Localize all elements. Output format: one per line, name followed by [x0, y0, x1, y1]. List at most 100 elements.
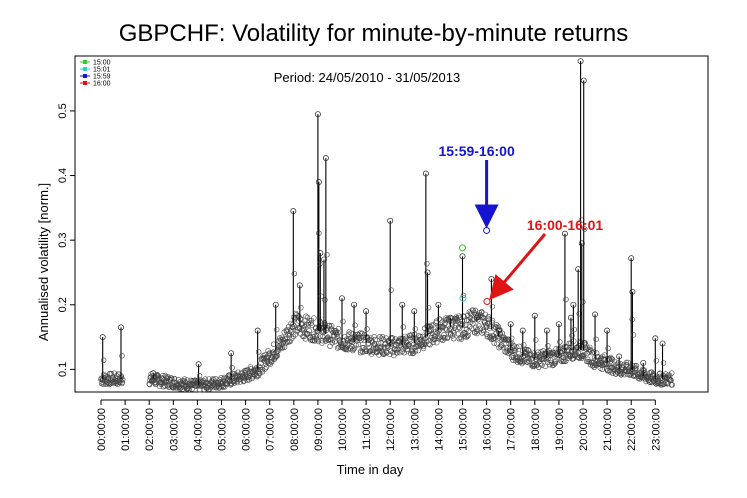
- legend-label: 15:01: [93, 67, 111, 74]
- spike-point: [616, 353, 623, 360]
- data-point: [312, 333, 318, 339]
- data-point: [548, 350, 554, 357]
- data-point: [196, 373, 203, 379]
- data-point: [241, 378, 247, 384]
- data-point: [335, 330, 341, 336]
- data-point: [467, 310, 474, 316]
- data-point: [523, 346, 530, 353]
- spike-point: [387, 217, 394, 224]
- x-tick-label: 03:00:00: [168, 408, 180, 451]
- x-tick-label: 06:00:00: [241, 408, 253, 451]
- x-tick-label: 13:00:00: [409, 408, 421, 451]
- data-point: [367, 348, 374, 355]
- data-point: [463, 322, 469, 329]
- spike-point: [570, 301, 577, 308]
- data-point: [627, 372, 633, 378]
- spike-point: [580, 77, 587, 84]
- data-point: [574, 344, 581, 350]
- data-point: [165, 381, 172, 388]
- data-point: [259, 369, 266, 375]
- data-point: [375, 344, 381, 350]
- data-point: [327, 343, 333, 349]
- data-point: [384, 349, 390, 356]
- data-point: [319, 338, 325, 344]
- spike-point: [519, 327, 526, 334]
- data-point: [394, 350, 400, 356]
- data-point: [324, 336, 330, 342]
- marks-layer: [98, 58, 675, 393]
- data-point: [426, 341, 432, 347]
- data-point: [153, 380, 159, 386]
- data-point: [652, 380, 658, 386]
- data-point: [263, 364, 270, 370]
- x-tick-label: 18:00:00: [530, 408, 542, 451]
- spike-point: [322, 155, 329, 162]
- spike-point: [629, 288, 636, 295]
- data-point: [537, 361, 544, 367]
- data-point: [388, 287, 394, 293]
- data-point: [372, 336, 378, 343]
- data-point: [489, 317, 496, 324]
- spike-point: [578, 240, 585, 247]
- data-point: [453, 323, 459, 329]
- data-point: [292, 331, 299, 338]
- data-point: [263, 361, 269, 367]
- data-point: [476, 323, 482, 329]
- data-point: [641, 367, 647, 373]
- spike-point: [447, 314, 454, 321]
- data-point: [572, 352, 578, 359]
- data-point: [244, 367, 251, 373]
- data-point: [363, 348, 370, 354]
- data-point: [475, 317, 481, 323]
- data-point: [261, 355, 267, 362]
- data-point: [168, 375, 174, 381]
- data-point: [368, 338, 374, 344]
- data-point: [434, 327, 441, 333]
- data-point: [320, 333, 326, 340]
- data-point: [425, 304, 432, 311]
- data-point: [205, 381, 211, 387]
- data-point: [536, 364, 542, 370]
- data-point: [520, 353, 527, 360]
- annotation-arrow-1600: [489, 233, 547, 301]
- data-point: [358, 337, 364, 343]
- data-point: [557, 349, 563, 355]
- spike-point: [315, 179, 322, 185]
- data-point: [158, 379, 165, 385]
- data-point: [256, 363, 262, 370]
- data-point: [352, 322, 358, 328]
- spike-point: [317, 250, 324, 257]
- data-point: [524, 359, 530, 365]
- data-point: [210, 376, 216, 382]
- data-point: [561, 358, 567, 364]
- spike-point: [652, 335, 659, 342]
- data-point: [660, 360, 667, 366]
- data-point: [303, 313, 309, 319]
- data-point: [569, 332, 575, 339]
- x-tick-label: 02:00:00: [144, 408, 156, 451]
- data-point: [552, 358, 559, 364]
- x-tick-label: 19:00:00: [554, 408, 566, 451]
- data-point: [469, 307, 476, 313]
- data-point: [430, 339, 436, 345]
- data-point: [371, 340, 378, 347]
- data-point: [531, 362, 537, 369]
- data-point: [355, 341, 362, 348]
- spike-point: [351, 301, 357, 308]
- x-tick-label: 14:00:00: [433, 408, 445, 451]
- data-point: [527, 354, 533, 361]
- x-tick-label: 01:00:00: [120, 408, 132, 451]
- x-tick-label: 21:00:00: [602, 408, 614, 451]
- data-point: [566, 340, 572, 346]
- data-point: [581, 352, 587, 358]
- data-point: [448, 320, 455, 326]
- data-point: [605, 361, 611, 368]
- data-point: [456, 336, 462, 342]
- legend-label: 15:00: [93, 60, 111, 67]
- data-point: [535, 349, 541, 355]
- data-point: [442, 335, 448, 341]
- data-point: [418, 336, 424, 342]
- data-point: [571, 326, 578, 333]
- data-point: [391, 352, 397, 359]
- x-tick-label: 04:00:00: [192, 408, 204, 451]
